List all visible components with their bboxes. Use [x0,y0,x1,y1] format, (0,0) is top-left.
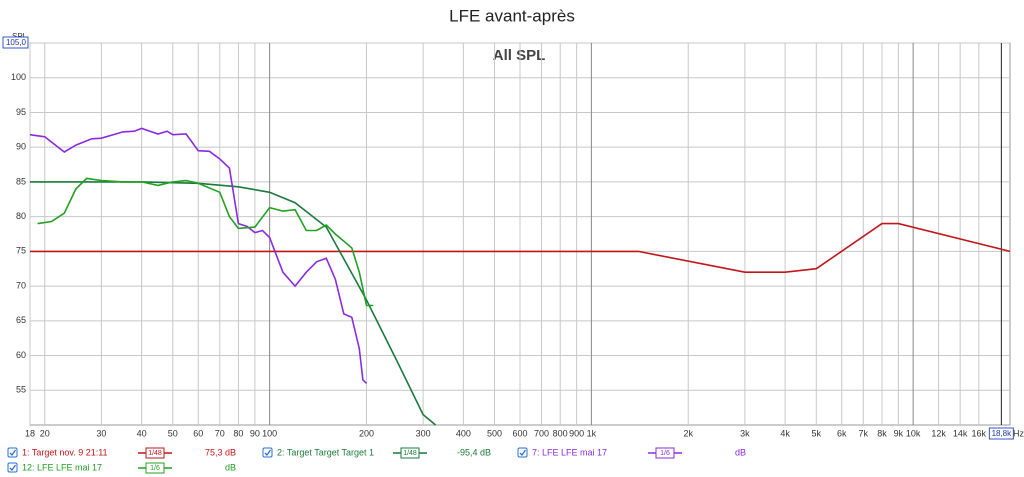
legend-checkbox [7,447,18,458]
legend-smoothing-box [655,447,675,459]
legend-checkbox [262,447,273,458]
x-tick-label: 9k [894,428,904,438]
legend-name: 12: LFE LFE mai 17 [22,462,102,472]
legend-name: 7: LFE LFE mai 17 [532,447,607,457]
legend-item: 1: Target nov. 9 21:11 1/48 75,3 dB [7,447,236,459]
x-tick-label: 90 [250,428,260,438]
y-tick-label: 95 [16,107,26,117]
x-tick-label: 16k [972,428,987,438]
x-tick-label: 100 [262,428,277,438]
x-tick-label: 8k [877,428,887,438]
legend-item: 12: LFE LFE mai 17 1/6 dB [7,462,236,474]
grid [29,42,1010,425]
legend-item: 2: Target Target Target 1 1/48 -95,4 dB [262,447,491,459]
chart-title: LFE avant-après [449,6,575,25]
legend-check [9,449,17,457]
x-tick-label: 50 [168,428,178,438]
legend-level: -95,4 dB [457,447,491,457]
x-tick-label: 400 [456,428,471,438]
y-tick-label: 85 [16,176,26,186]
x-tick-label: 7k [859,428,869,438]
x-tick-label: 12k [931,428,946,438]
legend-level: dB [735,447,746,457]
x-tick-label: 4k [780,428,790,438]
legend-level: 75,3 dB [205,447,236,457]
y-tick-label: 75 [16,246,26,256]
x-tick-label: 800 [553,428,568,438]
y-tick-label: 60 [16,350,26,360]
x-tick-label: 30 [96,428,106,438]
legend-smoothing: 1/48 [403,450,417,457]
x-tick-label: 700 [534,428,549,438]
y-tick-label: 65 [16,315,26,325]
legend-checkbox [7,462,18,473]
x-tick-label: 1k [587,428,597,438]
legend-smoothing-box [145,447,165,459]
legend-check [519,449,527,457]
x-axis-unit: Hz [1013,428,1024,438]
legend-check [264,449,272,457]
legend-name: 1: Target nov. 9 21:11 [22,447,108,457]
x-tick-label: 2k [683,428,693,438]
legend-smoothing-box [400,447,420,459]
legend-level: dB [225,462,236,472]
x-tick-label: 6k [837,428,847,438]
plot-subtitle: All SPL [493,47,546,64]
y-tick-label: 80 [16,211,26,221]
y-tick-label: 90 [16,142,26,152]
y-tick-box [2,36,29,49]
y-tick-label: 105,0 [6,38,27,47]
legend-smoothing: 1/6 [660,450,670,457]
x-tick-label: 500 [487,428,502,438]
x-tick-label: 600 [512,428,527,438]
legend-smoothing-box [145,462,165,474]
series-line [29,127,368,384]
legend-smoothing: 1/48 [148,450,162,457]
x-tick-label: 5k [812,428,822,438]
x-tick-label: 18 [25,428,35,438]
x-tick-label: 80 [233,428,243,438]
x-tick-label: 60 [193,428,203,438]
x-tick-label: 40 [137,428,147,438]
x-tick-label: 14k [953,428,968,438]
series-line [30,181,437,426]
x-tick-label: 20 [40,428,50,438]
x-tick-label: 70 [215,428,225,438]
x-tick-label: 18,8k [992,429,1013,438]
x-tick-box [988,427,1014,440]
y-tick-label: 100 [11,72,26,82]
legend-checkbox [517,447,528,458]
series-line [37,177,374,307]
x-tick-label: 10k [906,428,921,438]
y-tick-label: 55 [16,385,26,395]
x-tick-label: 200 [359,428,374,438]
legend-name: 2: Target Target Target 1 [277,447,374,457]
legend-check [9,464,17,472]
y-tick-label: 70 [16,280,26,290]
x-tick-label: 900 [569,428,584,438]
x-tick-label: 300 [416,428,431,438]
legend-item: 7: LFE LFE mai 17 1/6 dB [517,447,746,459]
series-line [30,222,1011,273]
legend-smoothing: 1/6 [150,465,160,472]
x-tick-label: 3k [740,428,750,438]
